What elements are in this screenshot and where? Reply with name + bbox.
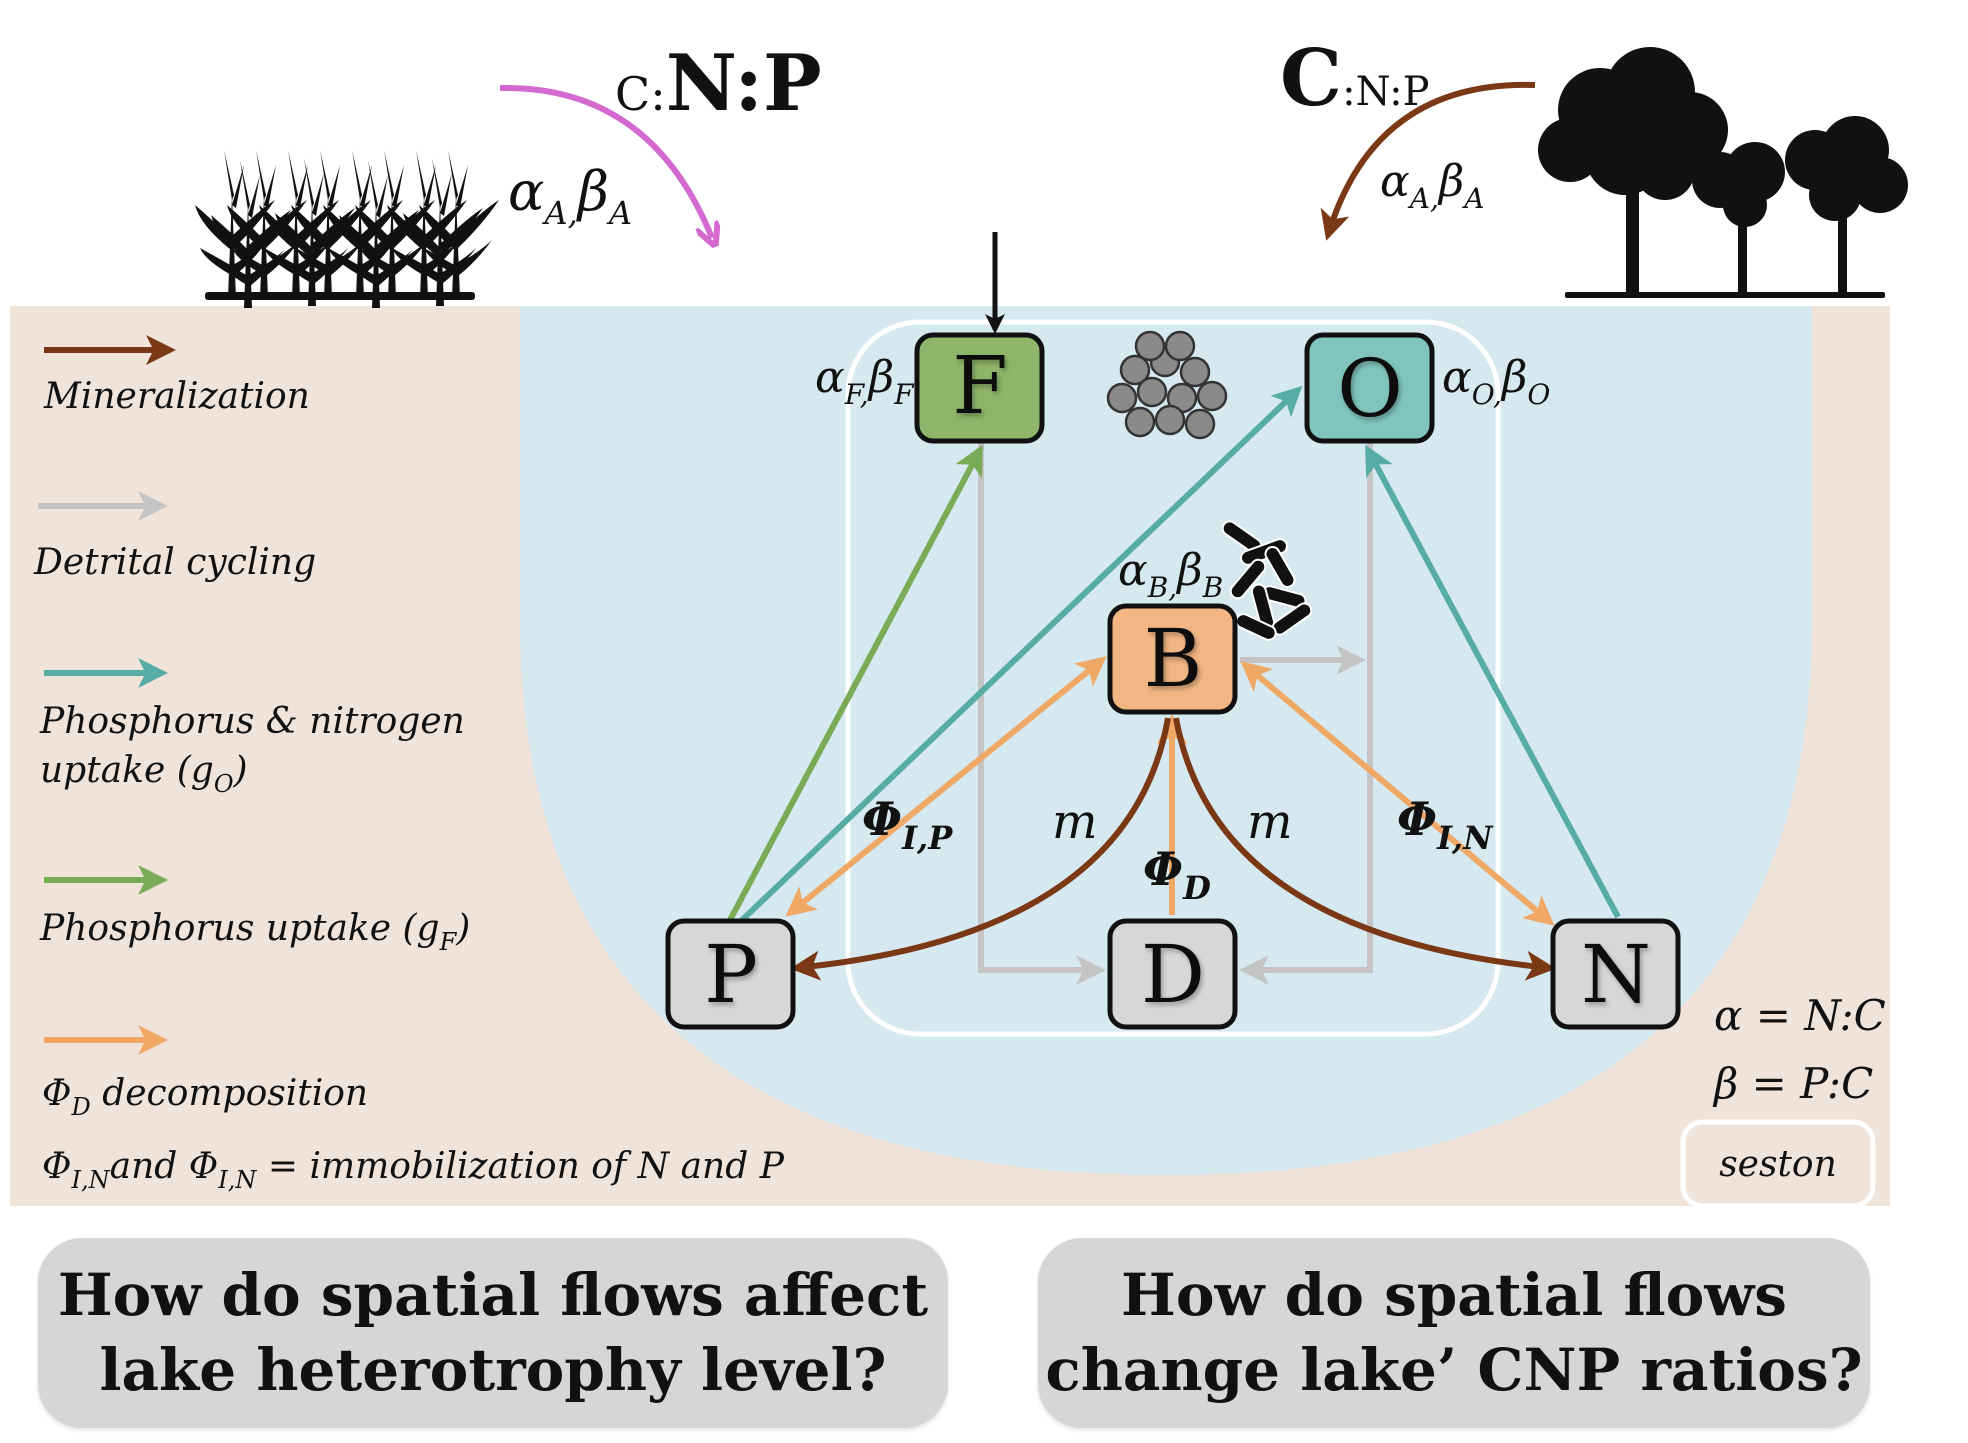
node-o: O [1304,332,1435,444]
legend-detrital-label: Detrital cycling [33,542,316,583]
legend-p-uptake-label: Phosphorus uptake (gF) [39,908,470,956]
right-inflow-coefficients: αA,βA [1380,156,1485,215]
phi-d-label: ΦD [1143,842,1211,907]
question-heterotrophy: How do spatial flows affect lake heterot… [38,1238,948,1428]
node-d: D [1107,918,1238,1030]
question-heterotrophy-line1: How do spatial flows affect [57,1260,929,1329]
phi-ip-arrow [785,656,1107,917]
node-p-label: P [704,928,758,1021]
node-f-coefficients: αF,βF [815,352,915,411]
detrital-cycling-arrows [978,440,1373,985]
node-f-box [914,332,1045,444]
node-b-coefficients: αB,βB [1118,545,1223,604]
node-b: B [1107,603,1238,715]
node-p-box [665,918,796,1030]
question-cnp-line2: change lake’ CNP ratios? [1045,1336,1863,1404]
legend-pn-uptake-line2: uptake (gO) [40,750,248,798]
mortality-right-label: m [1247,794,1293,850]
legend-pn-uptake-line1: Phosphorus & nitrogen [39,701,465,742]
node-n-label: N [1581,928,1651,1021]
alpha-definition: α = N:C [1714,991,1886,1040]
node-b-box [1107,603,1238,715]
seston-legend-box [1680,1119,1876,1209]
seston-legend-label: seston [1719,1144,1837,1185]
mortality-left-label: m [1052,794,1098,850]
node-n: N [1550,918,1681,1030]
node-o-label: O [1337,342,1403,435]
left-inflow-coefficients: αA,βA [508,160,632,232]
node-f: F [914,332,1045,444]
legend-mineralization-label: Mineralization [43,376,310,417]
node-d-box [1107,918,1238,1030]
phi-in-label: ΦI,N [1397,792,1494,857]
legend: Mineralization Detrital cycling Phosphor… [33,335,785,1194]
node-o-coefficients: αO,βO [1442,352,1550,411]
node-o-box [1304,332,1435,444]
node-b-label: B [1144,612,1203,705]
question-cnp-line1: How do spatial flows [1121,1260,1787,1329]
trees-icon [1538,47,1908,298]
right-stoichiometry-label: C:N:P [1280,33,1430,124]
mineralization-to-p-arrow [790,717,1171,981]
beta-definition: β = P:C [1712,1059,1873,1108]
question-cnp-ratios: How do spatial flows change lake’ CNP ra… [1038,1238,1870,1428]
node-d-label: D [1141,928,1205,1021]
algae-cluster-icon [1106,330,1228,440]
legend-immobilization-label: ΦI,Nand ΦI,N = immobilization of N and P [42,1146,785,1194]
terrestrial-inflow-arrow [1320,81,1536,241]
phi-ip-label: ΦI,P [862,792,953,857]
corn-plants-icon [195,150,499,308]
node-n-box [1550,918,1681,1030]
question-heterotrophy-line2: lake heterotrophy level? [99,1336,887,1404]
mineralization-to-n-arrow [1173,717,1556,981]
bacteria-icon [1221,520,1313,641]
node-p: P [665,918,796,1030]
aquatic-plant-inflow-arrow [499,84,712,238]
node-f-label: F [952,339,1008,432]
legend-decomposition-label: ΦD decomposition [42,1073,368,1121]
phi-in-arrow [1240,661,1555,926]
left-stoichiometry-label: C:N:P [615,38,822,129]
